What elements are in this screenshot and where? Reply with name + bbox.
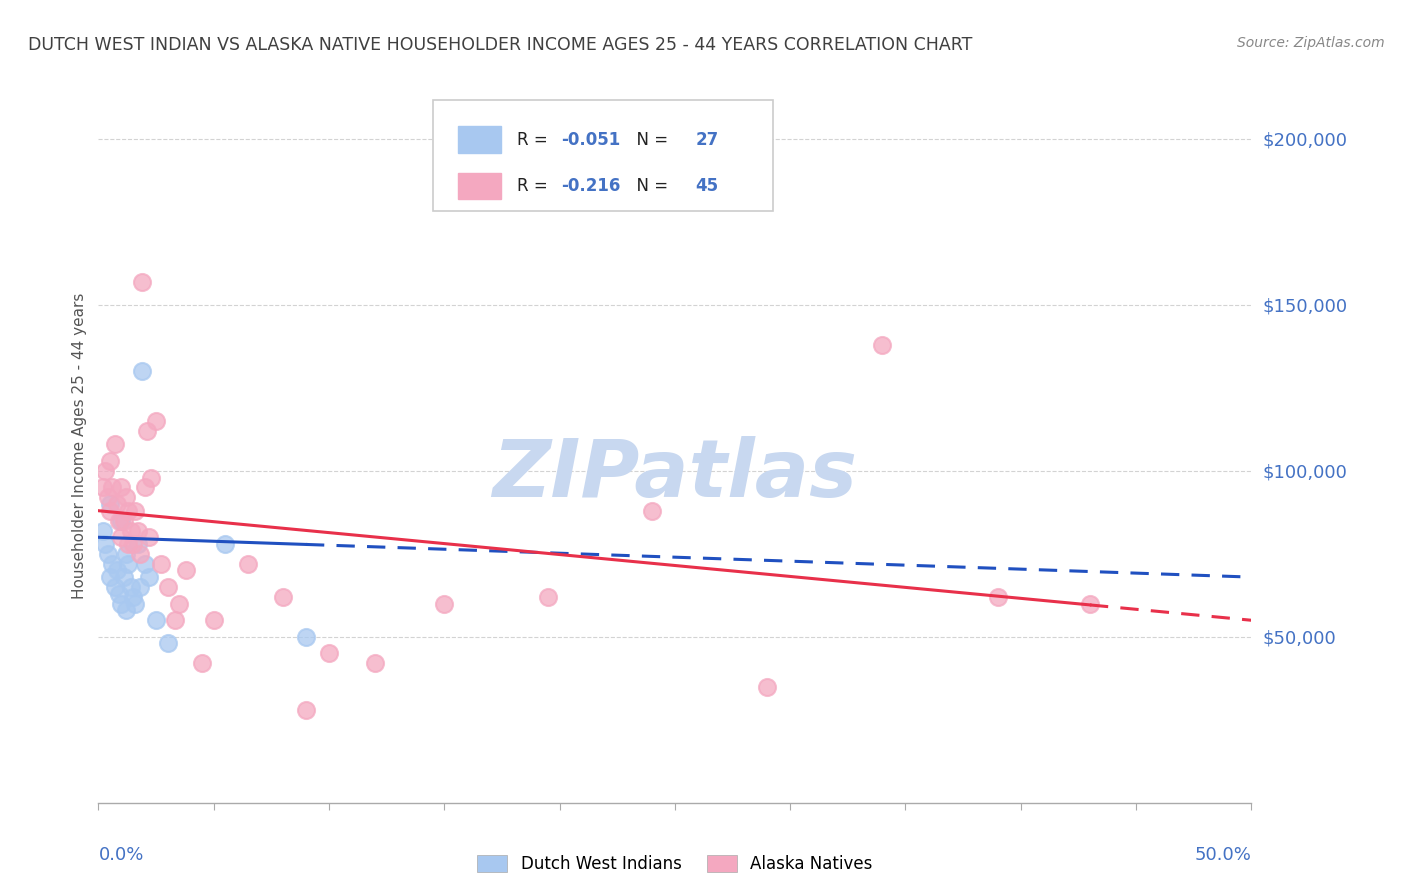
Point (641, 504, 664, 518)
Point (103, 580, 125, 594)
Point (94, 464, 117, 478)
Point (110, 530, 132, 544)
Point (110, 481, 132, 495)
Point (238, 557, 260, 571)
Point (138, 570, 160, 584)
Point (110, 514, 132, 528)
Point (167, 597, 190, 611)
Point (115, 547, 138, 561)
Point (112, 570, 135, 584)
Point (117, 504, 139, 518)
Text: ZIPatlas: ZIPatlas (492, 435, 858, 514)
Text: 27: 27 (696, 131, 718, 149)
Point (145, 613, 167, 627)
Point (433, 597, 456, 611)
Point (756, 680, 779, 694)
Point (105, 497, 128, 511)
Point (149, 557, 172, 571)
Point (120, 524, 142, 538)
Point (134, 557, 156, 571)
Text: -0.051: -0.051 (561, 131, 620, 149)
Text: R =: R = (517, 178, 553, 195)
Point (129, 580, 152, 594)
Point (129, 547, 152, 561)
Point (97, 491, 120, 505)
Point (318, 647, 340, 661)
Point (214, 537, 236, 551)
Point (271, 590, 294, 604)
Point (117, 557, 139, 571)
Text: 0.0%: 0.0% (98, 846, 143, 863)
Point (98, 454, 121, 468)
Point (124, 504, 146, 518)
Point (135, 424, 157, 438)
Point (108, 587, 131, 601)
Point (110, 597, 132, 611)
FancyBboxPatch shape (458, 127, 501, 153)
Point (122, 537, 145, 551)
Text: 45: 45 (696, 178, 718, 195)
Point (131, 275, 153, 289)
Point (122, 590, 145, 604)
Text: N =: N = (627, 178, 673, 195)
Point (987, 590, 1010, 604)
Point (295, 703, 318, 717)
Point (108, 514, 131, 528)
Point (117, 537, 139, 551)
Text: Source: ZipAtlas.com: Source: ZipAtlas.com (1237, 36, 1385, 50)
Point (127, 537, 149, 551)
Point (105, 564, 128, 578)
Point (191, 657, 214, 671)
Point (138, 530, 160, 544)
Text: -0.216: -0.216 (561, 178, 620, 195)
Point (202, 613, 225, 627)
FancyBboxPatch shape (433, 100, 773, 211)
Point (145, 414, 167, 428)
Point (91, 481, 114, 495)
Point (295, 630, 318, 644)
Point (101, 557, 124, 571)
Y-axis label: Householder Income Ages 25 - 44 years: Householder Income Ages 25 - 44 years (72, 293, 87, 599)
Point (115, 491, 138, 505)
Point (872, 338, 894, 352)
Legend: Dutch West Indians, Alaska Natives: Dutch West Indians, Alaska Natives (471, 848, 879, 880)
Point (94, 537, 117, 551)
Point (112, 514, 135, 528)
Point (101, 481, 124, 495)
Point (97, 547, 120, 561)
Point (537, 590, 560, 604)
Point (134, 481, 156, 495)
Point (127, 524, 149, 538)
Point (124, 597, 146, 611)
FancyBboxPatch shape (458, 173, 501, 200)
Point (91, 524, 114, 538)
Text: 50.0%: 50.0% (1195, 846, 1251, 863)
Point (131, 364, 153, 378)
Point (163, 613, 186, 627)
Point (98, 504, 121, 518)
Text: DUTCH WEST INDIAN VS ALASKA NATIVE HOUSEHOLDER INCOME AGES 25 - 44 YEARS CORRELA: DUTCH WEST INDIAN VS ALASKA NATIVE HOUSE… (28, 36, 973, 54)
Point (98, 570, 121, 584)
Point (120, 580, 142, 594)
Point (156, 580, 179, 594)
Point (364, 657, 387, 671)
Point (141, 470, 163, 484)
Point (115, 603, 138, 617)
Point (156, 636, 179, 650)
Point (98, 497, 121, 511)
Point (174, 564, 197, 578)
Text: R =: R = (517, 131, 553, 149)
Text: N =: N = (627, 131, 673, 149)
Point (103, 437, 125, 451)
Point (1078, 597, 1101, 611)
